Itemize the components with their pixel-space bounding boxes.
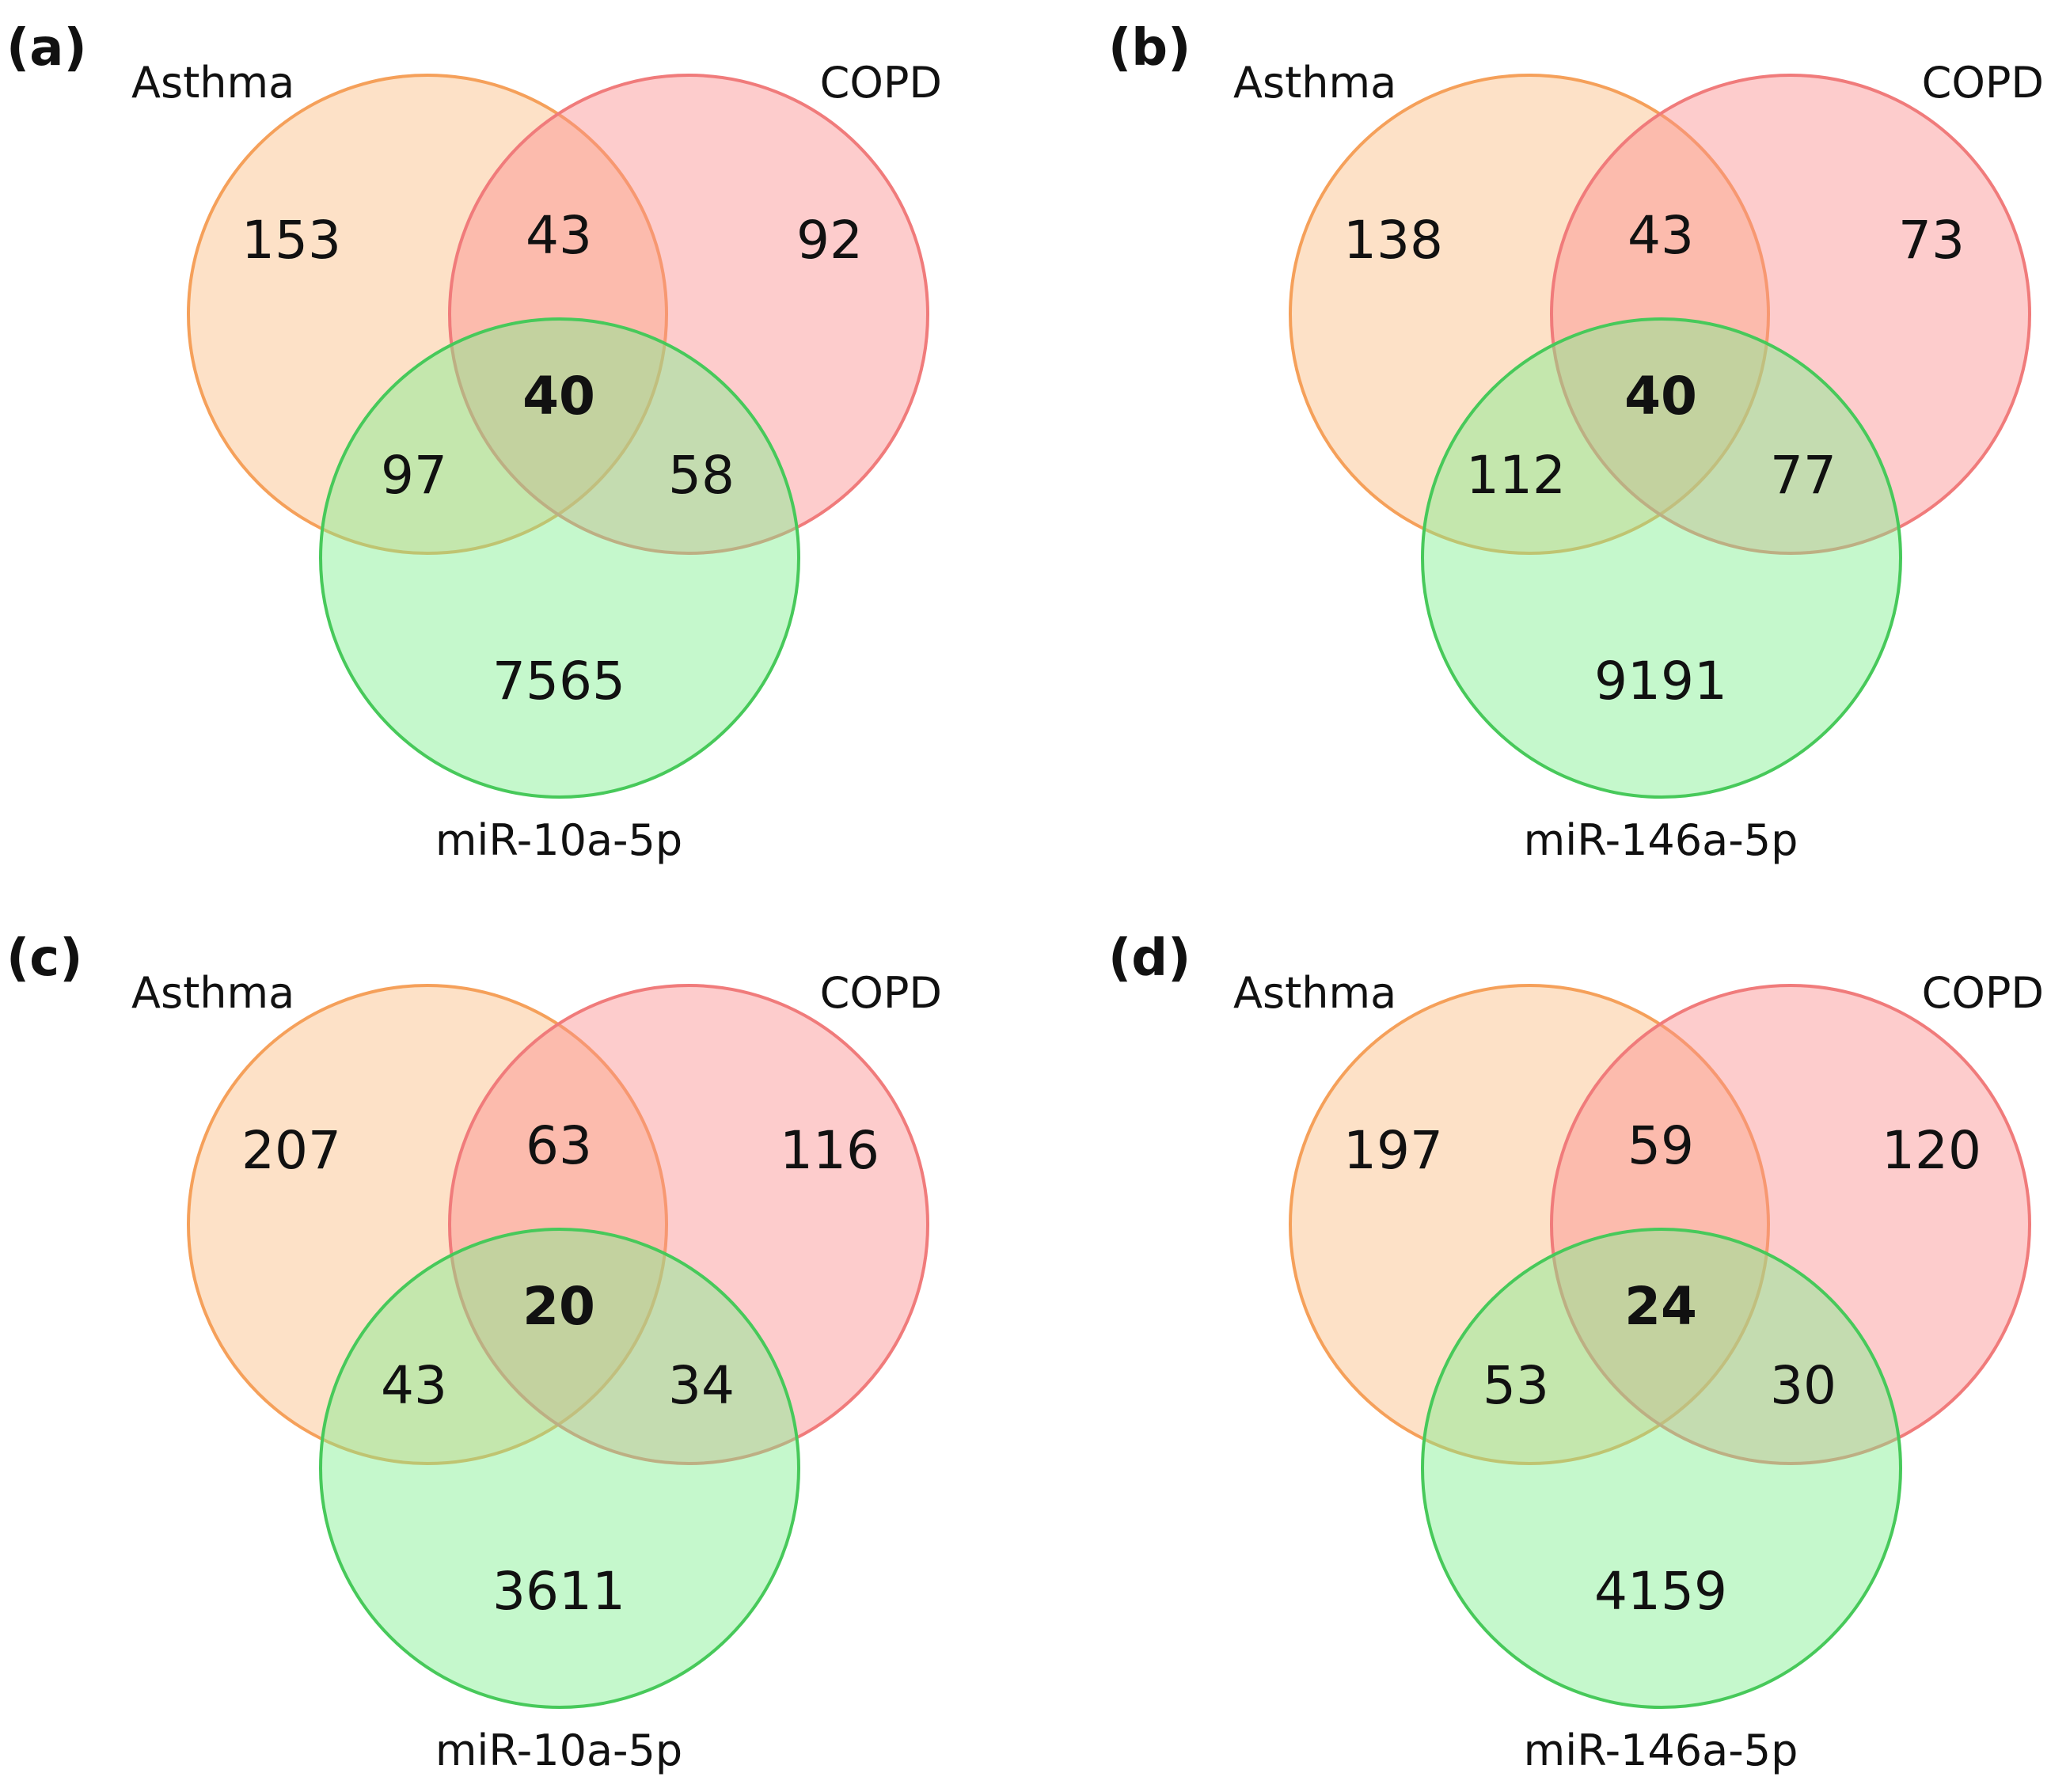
count-c-only-c: 3611 <box>492 1561 625 1622</box>
mirna-circle-b <box>1421 317 1902 799</box>
panel-label-a: (a) <box>6 19 87 78</box>
count-b-only-d: 120 <box>1882 1120 1981 1181</box>
count-a-only-d: 197 <box>1343 1120 1443 1181</box>
copd-circle-a <box>448 74 929 555</box>
count-ab-c: 63 <box>526 1115 592 1176</box>
set-label-mirna-b: miR-146a-5p <box>1524 815 1798 865</box>
count-b-only-a: 92 <box>796 210 863 271</box>
count-c-only-a: 7565 <box>492 651 625 712</box>
asthma-circle-c <box>187 984 668 1465</box>
set-label-mirna-a: miR-10a-5p <box>435 815 682 865</box>
set-label-mirna-d: miR-146a-5p <box>1524 1726 1798 1775</box>
venn-panel-a: (a) Asthma COPD miR-10a-5p 153 43 92 40 97 58 7565 <box>6 19 942 865</box>
set-label-asthma-d: Asthma <box>1233 968 1396 1018</box>
panel-label-d: (d) <box>1108 929 1191 988</box>
copd-circle-b <box>1550 74 2031 555</box>
asthma-circle-b <box>1289 74 1770 555</box>
venn-panel-d: (d) Asthma COPD miR-146a-5p 197 59 120 24 53 30 41… <box>1108 929 2044 1775</box>
count-ac-d: 53 <box>1483 1355 1549 1416</box>
set-label-asthma-a: Asthma <box>131 58 294 108</box>
set-label-copd-d: COPD <box>1922 968 2044 1018</box>
venn-panel-c: (c) Asthma COPD miR-10a-5p 207 63 116 20 43 34 361… <box>6 929 942 1775</box>
mirna-circle-c <box>319 1228 800 1709</box>
count-abc-d: 24 <box>1624 1276 1697 1337</box>
panel-label-b: (b) <box>1108 19 1191 78</box>
mirna-circle-a <box>319 317 800 799</box>
count-bc-c: 34 <box>668 1355 735 1416</box>
count-a-only-c: 207 <box>241 1120 341 1181</box>
mirna-circle-d <box>1421 1228 1902 1709</box>
count-ab-d: 59 <box>1628 1115 1694 1176</box>
count-ac-b: 112 <box>1466 445 1566 506</box>
set-label-copd-c: COPD <box>820 968 942 1018</box>
count-ac-a: 97 <box>381 445 447 506</box>
count-ac-c: 43 <box>381 1355 447 1416</box>
panel-label-c: (c) <box>6 929 82 988</box>
count-a-only-b: 138 <box>1343 210 1443 271</box>
copd-circle-c <box>448 984 929 1465</box>
set-label-asthma-c: Asthma <box>131 968 294 1018</box>
count-b-only-b: 73 <box>1898 210 1965 271</box>
count-b-only-c: 116 <box>780 1120 879 1181</box>
count-a-only-a: 153 <box>241 210 341 271</box>
count-bc-b: 77 <box>1770 445 1836 506</box>
venn-panel-b: (b) Asthma COPD miR-146a-5p 138 43 73 40 112 77 91… <box>1108 19 2044 865</box>
asthma-circle-a <box>187 74 668 555</box>
set-label-copd-a: COPD <box>820 58 942 108</box>
count-ab-a: 43 <box>526 205 592 266</box>
count-c-only-b: 9191 <box>1594 651 1727 712</box>
set-label-mirna-c: miR-10a-5p <box>435 1726 682 1775</box>
count-abc-a: 40 <box>522 366 595 427</box>
asthma-circle-d <box>1289 984 1770 1465</box>
count-abc-c: 20 <box>522 1276 595 1337</box>
copd-circle-d <box>1550 984 2031 1465</box>
count-abc-b: 40 <box>1624 366 1697 427</box>
count-bc-d: 30 <box>1770 1355 1836 1416</box>
count-c-only-d: 4159 <box>1594 1561 1727 1622</box>
set-label-asthma-b: Asthma <box>1233 58 1396 108</box>
set-label-copd-b: COPD <box>1922 58 2044 108</box>
count-bc-a: 58 <box>668 445 735 506</box>
count-ab-b: 43 <box>1628 205 1694 266</box>
